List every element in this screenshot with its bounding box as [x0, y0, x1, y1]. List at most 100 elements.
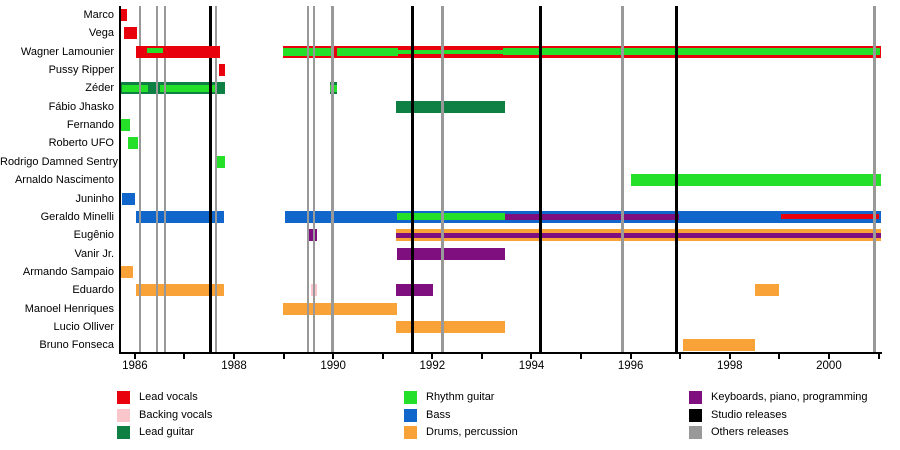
member-label-armando-sampaio: Armando Sampaio — [22, 265, 114, 278]
legend-label-others-releases: Others releases — [711, 426, 789, 438]
legend-swatch-backing-vocals — [117, 408, 130, 422]
x-axis-tick — [431, 354, 434, 359]
member-label-zeder: Zéder — [85, 82, 114, 95]
others-release-line — [873, 6, 876, 352]
x-axis-label-1992: 1992 — [419, 360, 446, 372]
timeline-bar-rodrigo-damned-sentry — [215, 155, 226, 168]
legend-label-lead-guitar: Lead guitar — [139, 426, 195, 438]
member-label-pussy-ripper: Pussy Ripper — [48, 64, 114, 77]
member-label-wagner-lamounier: Wagner Lamounier — [20, 45, 114, 58]
legend-item-studio-releases: Studio releases — [689, 408, 900, 423]
x-axis-label-1996: 1996 — [617, 360, 644, 372]
x-axis-tick — [728, 354, 731, 359]
timeline-bar-manoel-henriques — [282, 302, 398, 315]
legend-label-bass: Bass — [426, 408, 451, 421]
member-label-manoel-henriques: Manoel Henriques — [24, 302, 114, 315]
others-release-line — [155, 6, 159, 352]
x-axis-tick — [877, 354, 880, 359]
timeline-bar-lucio-olliver — [395, 320, 505, 333]
others-release-line — [621, 6, 624, 352]
x-axis-label-1986: 1986 — [122, 360, 148, 372]
timeline-bar-roberto-ufo — [127, 137, 139, 150]
role-overlay-wagner-lamounier — [336, 47, 398, 56]
legend-label-rhythm-guitar: Rhythm guitar — [426, 391, 495, 403]
member-label-rodrigo-damned-sentry: Rodrigo Damned Sentry — [0, 155, 119, 168]
timeline-bar-fernando — [120, 119, 131, 132]
x-axis-tick — [778, 354, 781, 359]
x-axis-tick — [282, 354, 285, 359]
x-axis-tick — [381, 354, 384, 359]
member-label-vanir-jr: Vanir Jr. — [74, 247, 114, 260]
legend-label-backing-vocals: Backing vocals — [139, 408, 213, 421]
member-label-geraldo-minelli: Geraldo Minelli — [40, 210, 114, 223]
legend-item-bass: Bass — [404, 408, 644, 423]
legend-label-lead-vocals: Lead vocals — [139, 391, 198, 403]
legend-swatch-rhythm-guitar — [404, 391, 417, 404]
timeline-bar-pussy-ripper — [218, 64, 226, 77]
legend-item-keyboards-piano-programming: Keyboards, piano, programming — [689, 391, 900, 405]
role-overlay-zeder — [160, 84, 216, 92]
timeline-bar-bruno-fonseca — [682, 339, 755, 352]
member-label-fernando: Fernando — [66, 119, 114, 132]
legend-swatch-lead-vocals — [117, 391, 130, 404]
timeline-bar-armando-sampaio — [120, 265, 134, 278]
role-overlay-wagner-lamounier — [502, 48, 880, 56]
legend-swatch-studio-releases — [689, 408, 702, 422]
timeline-bar-vega — [123, 27, 137, 40]
x-axis-tick — [580, 354, 583, 359]
x-axis-label-1988: 1988 — [221, 360, 247, 372]
member-label-eduardo: Eduardo — [72, 284, 114, 297]
legend-item-others-releases: Others releases — [689, 426, 900, 440]
legend-item-backing-vocals: Backing vocals — [117, 408, 357, 423]
x-axis-label-1990: 1990 — [320, 360, 346, 372]
others-release-line — [312, 6, 316, 352]
role-overlay-eugenio — [395, 232, 881, 238]
member-label-marco: Marco — [83, 9, 114, 21]
x-axis-tick — [827, 354, 830, 359]
legend-swatch-keyboards-piano-programming — [689, 391, 702, 404]
legend-item-drums-percussion: Drums, percussion — [404, 426, 644, 440]
x-axis-line — [119, 352, 882, 354]
timeline-bar-vanir-jr — [396, 247, 505, 260]
x-axis-label-2000: 2000 — [816, 360, 842, 372]
timeline-bar-fabio-jhasko — [396, 100, 505, 113]
legend-label-keyboards-piano-programming: Keyboards, piano, programming — [711, 391, 868, 403]
others-release-line — [138, 6, 142, 352]
timeline-bar-eugenio — [395, 229, 881, 242]
x-axis-label-1998: 1998 — [716, 360, 743, 372]
others-release-line — [306, 6, 310, 352]
studio-release-line — [539, 6, 543, 352]
timeline-bar-arnaldo-nascimento — [630, 174, 881, 187]
role-overlay-geraldo-minelli — [780, 214, 879, 220]
role-overlay-wagner-lamounier — [397, 49, 503, 54]
studio-release-line — [411, 6, 415, 352]
role-overlay-geraldo-minelli — [396, 212, 505, 220]
timeline-bar-juninho — [121, 192, 135, 205]
x-axis-tick — [233, 354, 236, 359]
x-axis-tick — [629, 354, 632, 359]
x-axis-tick — [332, 354, 335, 359]
legend-item-lead-guitar: Lead guitar — [117, 426, 357, 440]
timeline-bar-eduardo — [754, 284, 780, 297]
timeline-bar-marco — [120, 9, 128, 21]
x-axis-tick — [480, 354, 483, 359]
others-release-line — [214, 6, 218, 352]
legend-item-lead-vocals: Lead vocals — [117, 391, 357, 405]
role-overlay-wagner-lamounier — [146, 47, 163, 53]
others-release-line — [163, 6, 167, 352]
member-label-fabio-jhasko: Fábio Jhasko — [48, 100, 114, 113]
member-label-arnaldo-nascimento: Arnaldo Nascimento — [14, 174, 114, 187]
member-label-lucio-olliver: Lucio Olliver — [53, 320, 114, 333]
member-label-eugenio: Eugênio — [73, 229, 114, 242]
x-axis-tick — [530, 354, 533, 359]
timeline-bar-geraldo-minelli — [284, 210, 881, 223]
others-release-line — [331, 6, 334, 352]
legend-item-rhythm-guitar: Rhythm guitar — [404, 391, 644, 405]
legend-label-drums-percussion: Drums, percussion — [426, 426, 518, 438]
legend-swatch-others-releases — [689, 426, 702, 439]
studio-release-line — [209, 6, 213, 352]
others-release-line — [441, 6, 444, 352]
x-axis-label-1994: 1994 — [518, 360, 545, 372]
member-label-juninho: Juninho — [75, 192, 114, 205]
